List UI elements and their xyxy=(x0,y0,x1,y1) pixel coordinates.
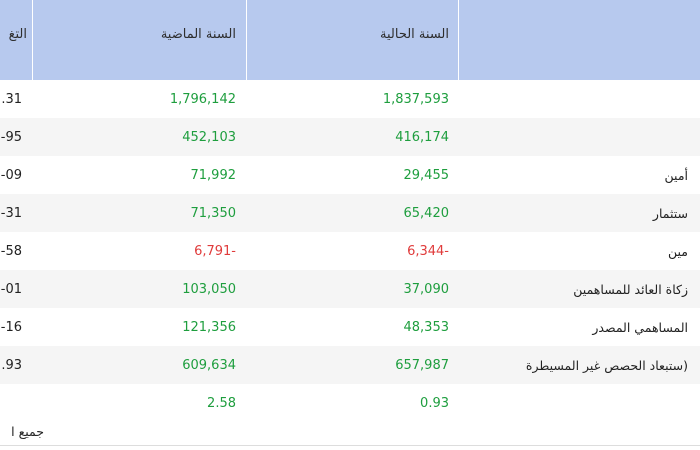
last-year-cell: 103,050 xyxy=(182,281,236,297)
current-year-cell: 65,420 xyxy=(403,205,450,221)
row-label: مين xyxy=(668,243,688,259)
change-cell: -16 xyxy=(0,319,22,335)
table-row: -95 452,103 416,174 xyxy=(0,118,700,156)
table-row: -58 6,791- 6,344- مين xyxy=(0,232,700,270)
change-cell: -31 xyxy=(0,205,22,221)
row-label: زكاة العائد للمساهمين xyxy=(573,281,688,297)
row-label xyxy=(470,80,688,118)
current-year-cell: 37,090 xyxy=(403,281,450,297)
header-divider xyxy=(458,0,459,80)
change-cell: -58 xyxy=(0,243,22,259)
row-label xyxy=(470,118,688,156)
header-last-year: السنة الماضية xyxy=(160,27,236,42)
last-year-cell: 121,356 xyxy=(182,319,236,335)
table-row: .93 609,634 657,987 ستبعاد الحصص غير المسيط… xyxy=(0,346,700,384)
last-year-cell: 71,992 xyxy=(190,167,237,183)
current-year-cell: 48,353 xyxy=(403,319,450,335)
current-year-cell: 6,344- xyxy=(407,243,449,259)
row-label: أمين xyxy=(664,167,688,183)
footnote: جميع ا xyxy=(11,424,44,439)
change-cell: -95 xyxy=(0,129,22,145)
table-row: -01 103,050 37,090 زكاة العائد للمساهمين xyxy=(0,270,700,308)
header-change: التغ xyxy=(8,27,27,42)
current-year-cell: 29,455 xyxy=(403,167,450,183)
table-row: .31 1,796,142 1,837,593 xyxy=(0,80,700,118)
table-row: 2.58 0.93 xyxy=(0,384,700,422)
change-cell: -01 xyxy=(0,281,22,297)
row-label xyxy=(470,384,688,422)
last-year-cell: 1,796,142 xyxy=(169,91,236,107)
current-year-cell: 0.93 xyxy=(420,395,449,411)
row-label: ستبعاد الحصص غير المسيطرة) xyxy=(525,357,688,373)
current-year-cell: 1,837,593 xyxy=(382,91,449,107)
financial-table: التغ السنة الماضية السنة الحالية .31 1,79… xyxy=(0,0,700,422)
footer-divider xyxy=(0,445,700,446)
current-year-cell: 416,174 xyxy=(395,129,449,145)
change-cell: .93 xyxy=(1,357,22,373)
current-year-cell: 657,987 xyxy=(395,357,449,373)
table-row: -16 121,356 48,353 المساهمي المصدر xyxy=(0,308,700,346)
header-divider xyxy=(32,0,33,80)
header-current-year: السنة الحالية xyxy=(380,27,449,42)
last-year-cell: 452,103 xyxy=(182,129,236,145)
last-year-cell: 71,350 xyxy=(190,205,237,221)
table-header: التغ السنة الماضية السنة الحالية xyxy=(0,0,700,80)
last-year-cell: 2.58 xyxy=(207,395,236,411)
last-year-cell: 609,634 xyxy=(182,357,236,373)
change-cell: .31 xyxy=(1,91,22,107)
row-label: ستثمار xyxy=(652,205,688,221)
header-divider xyxy=(246,0,247,80)
table-row: -31 71,350 65,420 ستثمار xyxy=(0,194,700,232)
row-label: المساهمي المصدر xyxy=(592,319,688,335)
table-row: -09 71,992 29,455 أمين xyxy=(0,156,700,194)
change-cell: -09 xyxy=(0,167,22,183)
last-year-cell: 6,791- xyxy=(194,243,236,259)
change-cell xyxy=(0,384,22,422)
